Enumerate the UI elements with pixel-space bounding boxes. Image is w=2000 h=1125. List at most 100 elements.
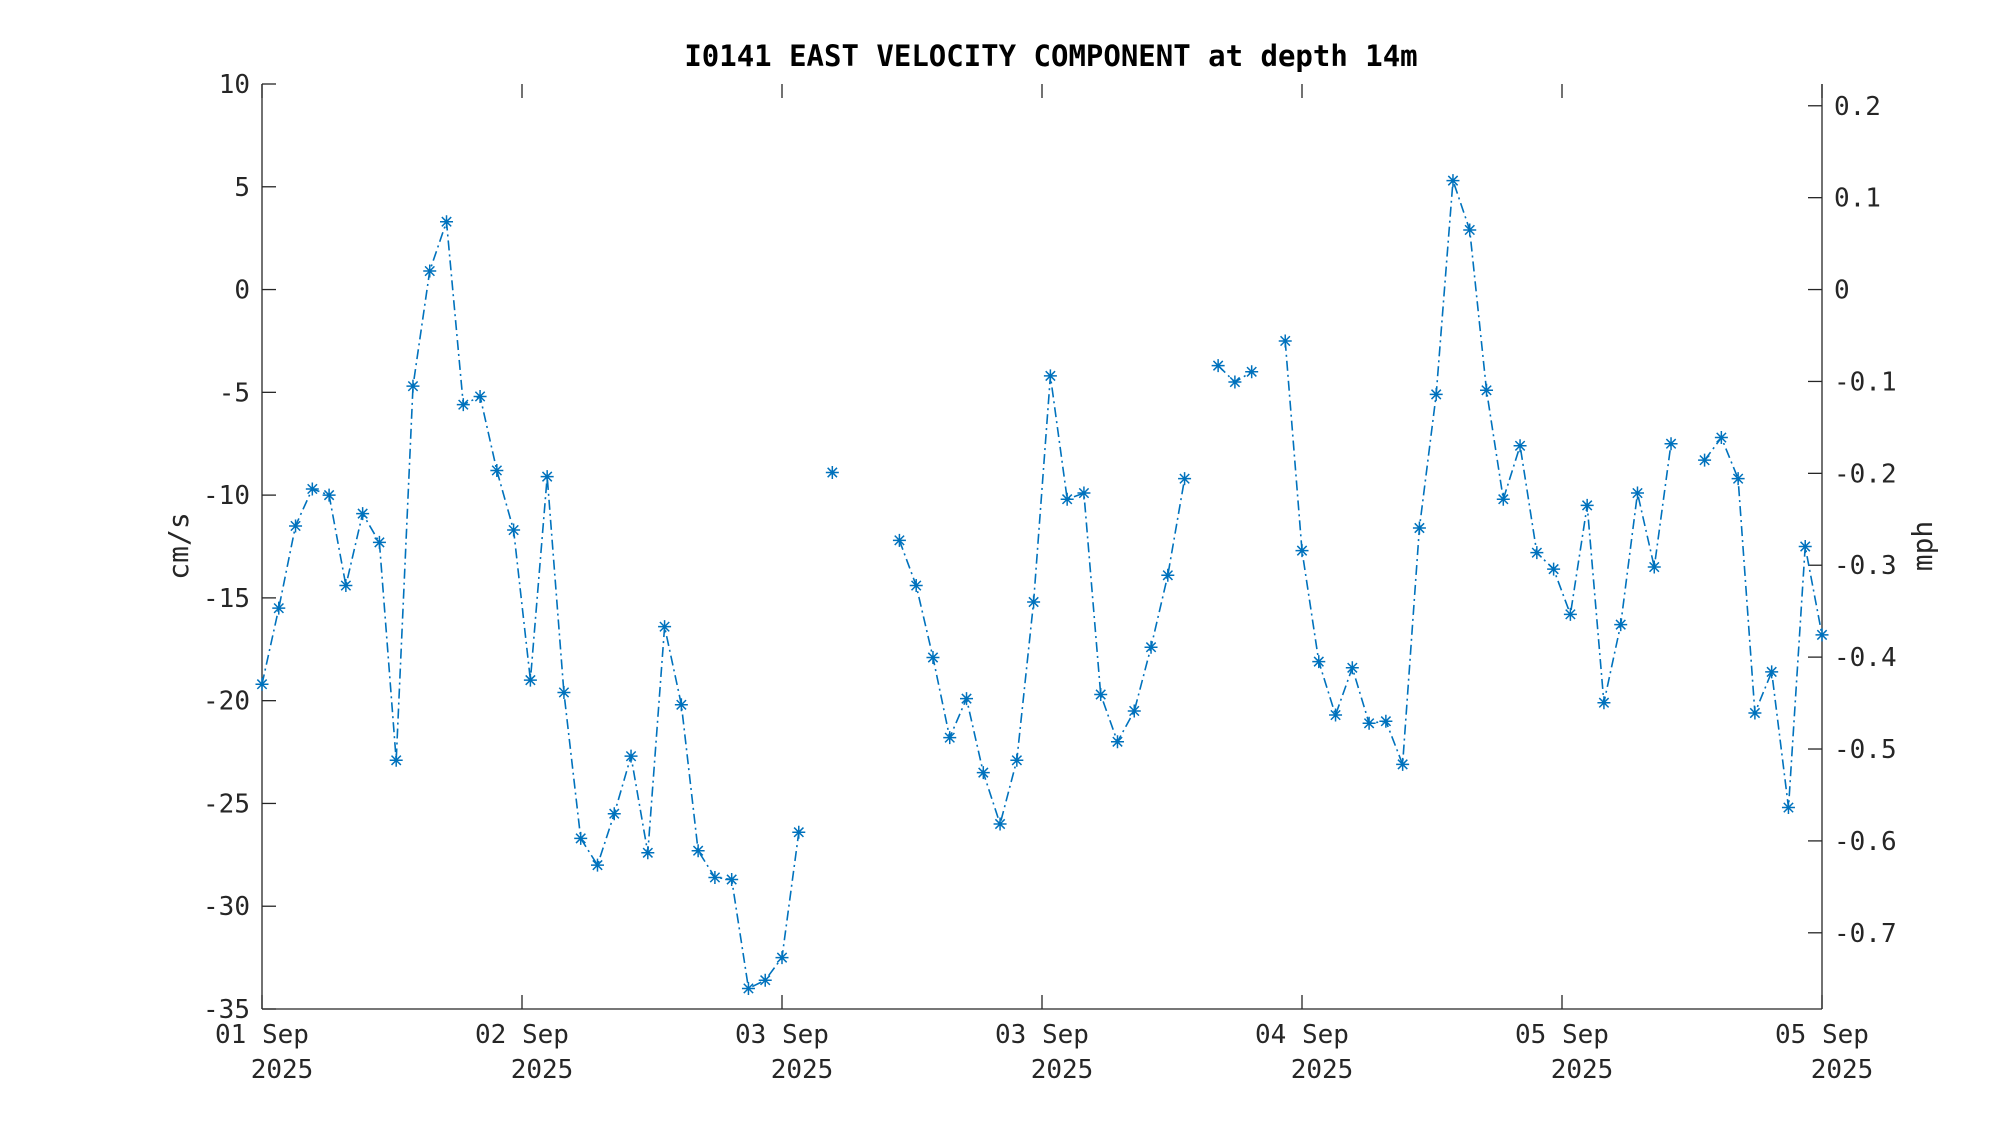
data-point-marker — [926, 651, 940, 664]
data-point-marker — [1446, 174, 1460, 188]
data-point-marker — [1580, 498, 1594, 512]
y2-tick-label: 0.1 — [1834, 184, 1881, 214]
y2-tick-label: -0.7 — [1834, 919, 1897, 949]
y2-tick-label: 0 — [1834, 276, 1850, 306]
y-tick-label: -10 — [203, 481, 250, 511]
data-point-marker — [792, 825, 806, 839]
data-point-marker — [1043, 369, 1057, 383]
data-point-marker — [1094, 688, 1108, 701]
data-point-marker — [1647, 560, 1661, 574]
series-line-segment — [898, 375, 1186, 827]
data-point-marker — [976, 766, 990, 780]
data-point-marker — [674, 698, 688, 712]
data-point-marker — [1027, 595, 1041, 609]
y-tick-label: 10 — [219, 70, 250, 100]
data-point-marker — [272, 601, 286, 615]
data-point-marker — [1329, 708, 1343, 722]
data-point-marker — [825, 466, 839, 479]
data-point-marker — [1496, 492, 1510, 506]
data-point-marker — [473, 389, 487, 403]
series-line-segment — [1284, 180, 1672, 765]
y2-axis-label: mph — [1906, 521, 1939, 572]
data-point-marker — [1345, 661, 1359, 675]
x-tick-label-date: 04 Sep — [1255, 1020, 1349, 1050]
y-tick-label: 0 — [234, 276, 250, 306]
data-point-marker — [557, 685, 571, 699]
y-tick-label: -35 — [203, 995, 250, 1025]
data-point-marker — [624, 749, 638, 763]
x-tick-label-date: 03 Sep — [735, 1020, 829, 1050]
data-point-marker — [1698, 453, 1712, 467]
data-point-marker — [490, 463, 504, 477]
data-point-marker — [1781, 801, 1795, 815]
x-tick-label-year: 2025 — [1031, 1055, 1094, 1085]
data-point-marker — [1630, 486, 1644, 500]
x-tick-label-date: 03 Sep — [995, 1020, 1089, 1050]
data-point-marker — [1110, 735, 1124, 749]
data-point-marker — [1765, 665, 1779, 679]
data-point-marker — [1547, 562, 1561, 576]
data-point-marker — [1010, 753, 1024, 767]
data-point-marker — [389, 753, 403, 767]
chart-title: I0141 EAST VELOCITY COMPONENT at depth 1… — [684, 39, 1417, 73]
data-point-marker — [1178, 472, 1192, 486]
y-axis-label: cm/s — [162, 512, 195, 579]
data-point-marker — [1312, 655, 1326, 669]
data-point-marker — [1597, 696, 1611, 710]
y2-tick-label: -0.3 — [1834, 551, 1897, 581]
data-point-marker — [1379, 714, 1393, 728]
data-point-marker — [708, 870, 722, 884]
series-line-segment — [1703, 435, 1823, 808]
y-tick-label: -15 — [203, 584, 250, 614]
data-point-marker — [658, 620, 672, 634]
data-point-marker — [641, 846, 655, 860]
data-point-marker — [1060, 492, 1074, 506]
data-point-marker — [943, 731, 957, 745]
y2-tick-label: 0.2 — [1834, 92, 1881, 122]
data-point-marker — [1295, 544, 1309, 558]
data-point-marker — [741, 981, 755, 995]
x-tick-label-year: 2025 — [1551, 1055, 1614, 1085]
y2-tick-label: -0.1 — [1834, 367, 1897, 397]
y2-tick-label: -0.4 — [1834, 643, 1897, 673]
data-point-marker — [372, 535, 386, 549]
data-point-marker — [305, 482, 319, 496]
data-point-marker — [691, 844, 705, 858]
data-point-marker — [1530, 546, 1544, 560]
data-point-marker — [960, 692, 974, 706]
data-point-marker — [406, 379, 420, 393]
data-point-marker — [1412, 521, 1426, 535]
data-point-marker — [1077, 486, 1091, 500]
x-tick-label-year: 2025 — [771, 1055, 834, 1085]
y2-tick-label: -0.5 — [1834, 735, 1897, 765]
x-tick-label-year: 2025 — [1811, 1055, 1874, 1085]
data-point-marker — [1748, 706, 1762, 720]
data-point-marker — [607, 807, 621, 821]
data-point-marker — [1144, 640, 1158, 654]
data-point-marker — [1362, 716, 1376, 730]
x-tick-label-date: 01 Sep — [215, 1020, 309, 1050]
data-point-marker — [758, 973, 772, 987]
x-tick-label-date: 05 Sep — [1515, 1020, 1609, 1050]
data-point-marker — [1161, 568, 1175, 582]
x-tick-label-date: 02 Sep — [475, 1020, 569, 1050]
data-point-marker — [507, 523, 521, 537]
y-tick-label: -25 — [203, 789, 250, 819]
x-tick-label-year: 2025 — [511, 1055, 574, 1085]
series-east-velocity — [255, 174, 1829, 995]
data-point-marker — [1664, 437, 1678, 451]
y-axis-right-ticks: 0.2 0.1 0 -0.1 -0.2 -0.3 -0.4 -0.5 -0.6 -0.7 — [1808, 92, 1897, 949]
data-point-marker — [1463, 223, 1477, 237]
data-point-marker — [423, 264, 437, 278]
y2-tick-label: -0.2 — [1834, 459, 1897, 489]
data-point-marker — [1278, 334, 1292, 348]
data-point-marker — [1211, 359, 1225, 373]
data-point-marker — [322, 488, 336, 502]
data-point-marker — [590, 858, 604, 872]
data-point-marker — [1245, 365, 1259, 379]
y-tick-label: 5 — [234, 173, 250, 203]
data-point-marker — [440, 215, 454, 229]
data-point-marker — [339, 579, 353, 593]
data-point-marker — [993, 817, 1007, 831]
